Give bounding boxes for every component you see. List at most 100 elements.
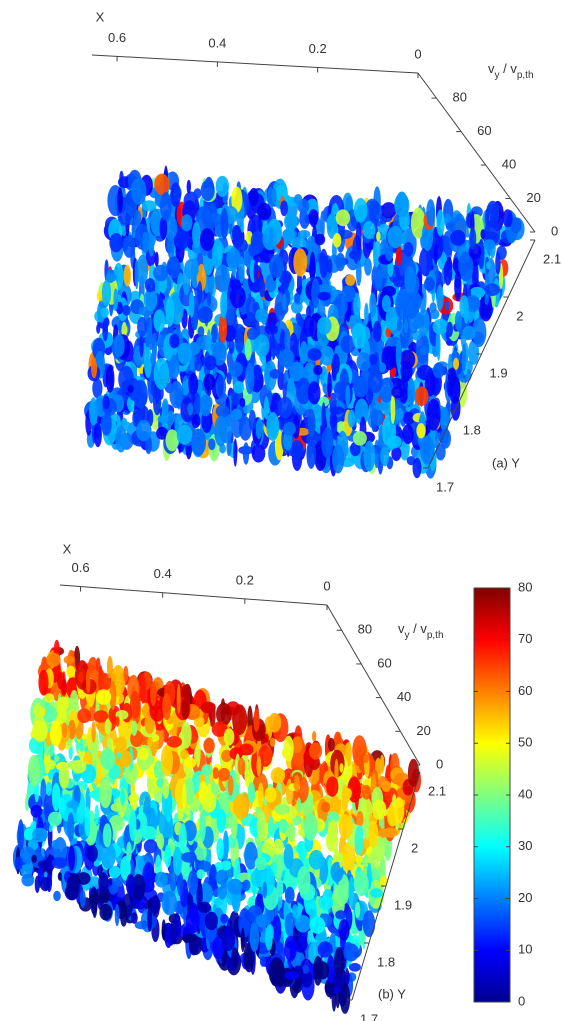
volume-blob [131, 720, 138, 736]
volume-blob [353, 198, 368, 223]
z-axis-label-part: y [495, 70, 500, 81]
volume-blob [41, 705, 58, 723]
x-axis-label: X [96, 9, 105, 24]
volume-blob [238, 416, 252, 441]
volume-blob [14, 856, 23, 871]
volume-blob [213, 897, 224, 906]
volume-blob [338, 918, 350, 942]
volume-blob [123, 264, 132, 287]
volume-blob [231, 408, 243, 421]
panel: 0.6 0.4 0.2 0 80 60 40 20 0 2.1 2 1.9 1.8 1.7 Xvy / vp… [84, 9, 561, 494]
volume-blob [262, 881, 268, 899]
volume-blob [283, 227, 296, 245]
z-axis-tick-label: 40 [397, 689, 411, 704]
z-axis-tick-label: 60 [477, 123, 491, 138]
volume-blob [91, 357, 98, 379]
volume-blob [182, 380, 190, 396]
volume-blob [268, 712, 282, 733]
volume-blob [198, 901, 212, 914]
volume-blob [243, 942, 255, 973]
volume-blob [220, 913, 229, 924]
volume-blob [439, 407, 450, 432]
colorbar-tick-label: 0 [518, 993, 525, 1008]
volume-blob [222, 830, 229, 862]
y-axis-tick-label: 2.1 [543, 251, 561, 266]
volume-blob [51, 783, 61, 812]
volume-blob [238, 908, 252, 938]
z-axis-tick-label: 60 [377, 655, 391, 670]
volume-blob [348, 962, 361, 972]
volume-blob [362, 221, 376, 239]
volume-blob [226, 247, 241, 270]
volume-blob [166, 736, 182, 748]
volume-blob [250, 230, 265, 254]
volume-blob [243, 316, 258, 327]
y-axis-tick-label: 1.8 [377, 954, 395, 969]
volume-blob [395, 289, 410, 321]
volume-blob [249, 922, 260, 952]
volume-blob [352, 322, 366, 349]
volume-blob [383, 827, 398, 838]
volume-blob [454, 270, 462, 302]
volume-blob [341, 784, 349, 812]
volume-blob [31, 854, 37, 863]
colorbar-tick-label: 40 [518, 786, 532, 801]
z-axis-tick-label: 0 [436, 756, 443, 771]
volume-blob [233, 381, 245, 394]
volume-blob [244, 750, 249, 780]
volume-blob [134, 258, 139, 290]
volume-render [84, 165, 525, 479]
volume-blob [195, 845, 207, 861]
volume-blob [253, 253, 269, 263]
volume-blob [102, 823, 112, 848]
z-axis-tick-label: 40 [502, 156, 516, 171]
volume-blob [368, 367, 383, 394]
volume-blob [412, 457, 422, 479]
y-axis-tick-label: 2.1 [428, 783, 446, 798]
volume-blob [399, 375, 409, 404]
volume-blob [208, 438, 216, 451]
volume-blob [187, 402, 194, 416]
volume-blob [100, 842, 116, 869]
volume-blob [153, 264, 169, 282]
volume-blob [417, 364, 433, 381]
volume-blob [279, 329, 286, 355]
volume-blob [275, 858, 283, 882]
z-axis-tick-label: 0 [551, 223, 558, 238]
volume-blob [443, 260, 453, 286]
volume-blob [253, 708, 260, 733]
volume-blob [227, 775, 234, 796]
volume-blob [144, 278, 156, 293]
volume-blob [169, 354, 180, 380]
volume-blob [211, 324, 218, 344]
volume-blob [96, 323, 101, 334]
volume-blob [269, 369, 281, 379]
x-axis-line [91, 54, 419, 74]
volume-blob [194, 358, 203, 372]
volume-blob [341, 841, 356, 873]
volume-blob [465, 295, 481, 313]
volume-blob [133, 209, 142, 227]
volume-blob [502, 209, 513, 228]
volume-blob [458, 251, 474, 282]
volume-blob [138, 747, 149, 761]
volume-blob [296, 797, 302, 814]
volume-blob [220, 208, 229, 240]
volume-blob [284, 971, 299, 980]
volume-blob [131, 177, 147, 206]
volume-blob [326, 213, 338, 239]
x-axis-tick-label: 0 [414, 46, 421, 61]
volume-blob [319, 345, 335, 366]
volume-blob [354, 824, 364, 856]
volume-blob [370, 888, 383, 899]
volume-blob [414, 313, 425, 328]
x-axis-label: X [63, 541, 72, 556]
volume-blob [51, 839, 60, 850]
volume-blob [46, 652, 61, 667]
volume-blob [34, 875, 40, 893]
volume-blob [290, 440, 304, 459]
volume-blob [436, 284, 444, 311]
volume-blob [354, 901, 361, 919]
volume-blob [293, 248, 308, 277]
x-axis-tick-label: 0.4 [208, 35, 226, 50]
